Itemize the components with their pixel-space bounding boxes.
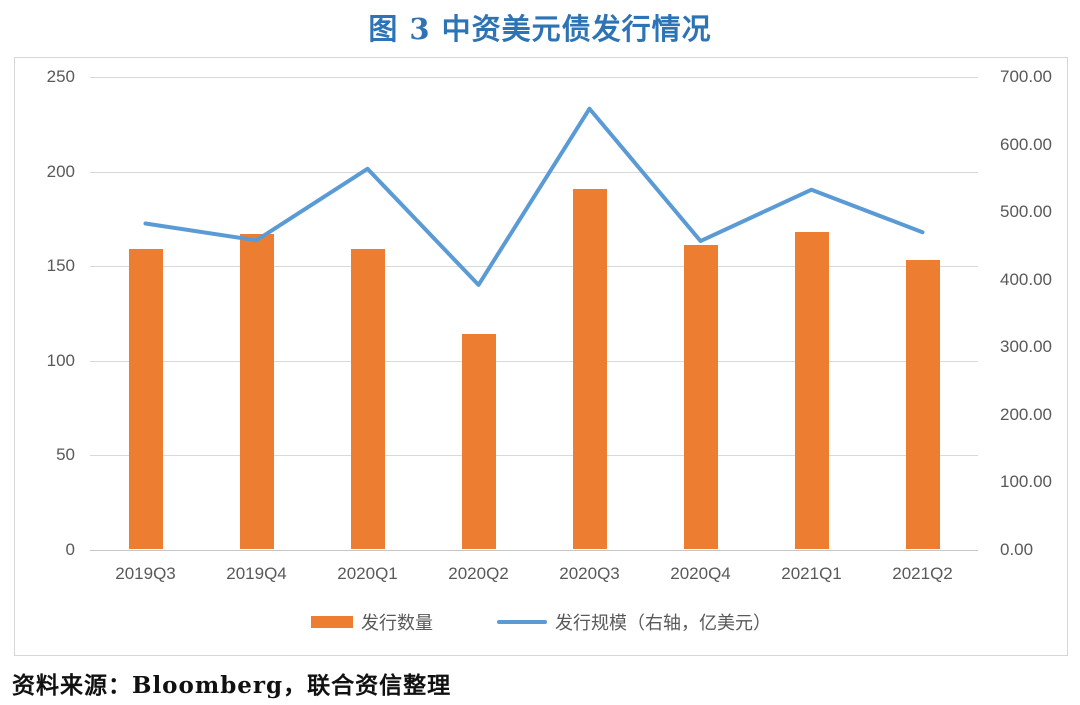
- right-axis-tick-label: 700.00: [1000, 67, 1052, 86]
- gridline: [90, 171, 978, 173]
- left-axis-tick-label: 200: [46, 161, 75, 181]
- legend-label-bar-series: 发行数量: [361, 613, 433, 633]
- left-axis-tick-label: 250: [46, 67, 75, 86]
- x-axis-tick-label-2020Q1: 2020Q1: [337, 563, 398, 583]
- x-axis-tick-label-2019Q4: 2019Q4: [226, 563, 287, 583]
- right-axis-tick-label: 200.00: [1000, 404, 1052, 424]
- bar-2019Q4: [239, 233, 274, 550]
- chart-title: 图 3 中资美元债发行情况: [368, 12, 712, 46]
- line-series: [143, 106, 925, 287]
- bar-2019Q3: [128, 248, 163, 550]
- gridline: [90, 360, 978, 362]
- x-axis-tick-label-2019Q3: 2019Q3: [115, 563, 176, 583]
- bar-2020Q2: [461, 334, 496, 550]
- x-axis-tick-label-2021Q1: 2021Q1: [781, 563, 842, 583]
- right-axis-tick-label: 300.00: [1000, 337, 1052, 356]
- legend-item-line-series: 发行规模（右轴，亿美元）: [497, 609, 771, 635]
- right-axis-tick-label: 400.00: [1000, 269, 1052, 289]
- x-axis-tick-label-2020Q3: 2020Q3: [559, 563, 620, 583]
- left-axis-tick-label: 0: [65, 539, 75, 559]
- bar-2020Q3: [572, 188, 607, 550]
- right-axis-tick-label: 600.00: [1000, 134, 1052, 154]
- bar-series-swatch-icon: [311, 616, 353, 628]
- gridline: [90, 266, 978, 267]
- gridline: [90, 549, 978, 551]
- line-series-path: [143, 106, 925, 287]
- bar-2021Q1: [794, 231, 829, 550]
- line-series-swatch-icon: [497, 620, 547, 624]
- bar-2021Q2: [905, 260, 940, 550]
- right-axis-tick-label: 0.00: [1000, 539, 1034, 559]
- right-axis-tick-label: 500.00: [1000, 202, 1052, 221]
- left-axis-tick-label: 150: [46, 256, 75, 275]
- left-axis-tick-label: 50: [56, 445, 75, 464]
- source-note: 资料来源：Bloomberg，联合资信整理: [12, 672, 452, 699]
- right-axis-tick-label: 100.00: [1000, 472, 1052, 491]
- legend-label-line-series: 发行规模（右轴，亿美元）: [555, 613, 771, 633]
- gridline: [90, 77, 978, 78]
- x-axis-tick-label-2021Q2: 2021Q2: [892, 563, 953, 583]
- chart-area: 发行数量 发行规模（右轴，亿美元） 0 50 100 150 200 250 0.00 100…: [14, 57, 1068, 656]
- gridline: [90, 455, 978, 456]
- bar-2020Q1: [350, 248, 385, 550]
- left-axis-tick-label: 100: [46, 350, 75, 370]
- x-axis-tick-label-2020Q4: 2020Q4: [670, 563, 731, 583]
- legend-item-bar-series: 发行数量: [311, 609, 433, 635]
- chart-legend: 发行数量 发行规模（右轴，亿美元）: [15, 609, 1067, 635]
- x-axis-tick-label-2020Q2: 2020Q2: [448, 563, 509, 583]
- bar-2020Q4: [683, 245, 718, 550]
